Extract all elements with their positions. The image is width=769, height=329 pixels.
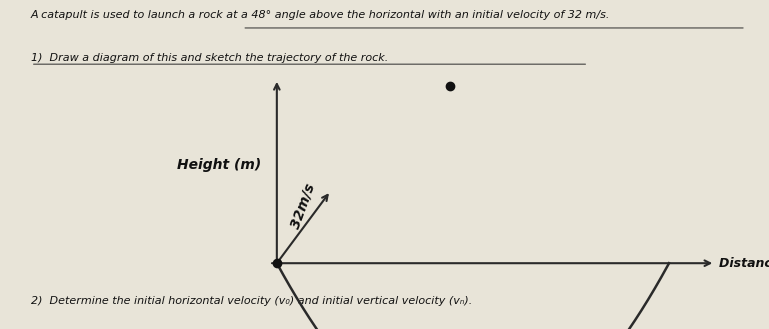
Text: Distance (m): Distance (m) <box>719 257 769 270</box>
Text: A catapult is used to launch a rock at a 48° angle above the horizontal with an : A catapult is used to launch a rock at a… <box>31 10 610 20</box>
Text: 32m/s: 32m/s <box>288 181 318 230</box>
Text: Height (m): Height (m) <box>177 158 261 171</box>
Text: 2)  Determine the initial horizontal velocity (v₀) and initial vertical velocity: 2) Determine the initial horizontal velo… <box>31 296 472 306</box>
Text: 1)  Draw a diagram of this and sketch the trajectory of the rock.: 1) Draw a diagram of this and sketch the… <box>31 53 388 63</box>
